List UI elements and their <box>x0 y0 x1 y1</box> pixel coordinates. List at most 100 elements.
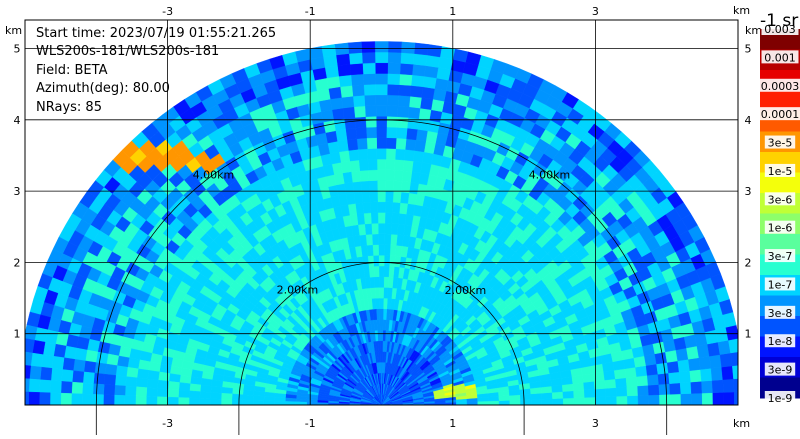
ray-gate <box>731 351 743 366</box>
ray-gate <box>321 44 336 57</box>
ray-gate <box>232 400 243 406</box>
ray-gate <box>379 266 384 277</box>
ray-gate <box>344 118 356 130</box>
ray-gate <box>411 172 421 184</box>
ray-gate <box>638 395 649 405</box>
ray-gate <box>389 256 395 267</box>
ray-gate <box>96 352 108 364</box>
ray-gate <box>617 396 628 405</box>
ray-gate <box>584 389 595 397</box>
ray-gate <box>427 44 442 57</box>
ray-gate <box>377 138 387 149</box>
ray-gate <box>157 397 168 405</box>
ray-gate <box>378 202 386 213</box>
instrument-text: WLS200s-181/WLS200s-181 <box>36 43 276 61</box>
x-tick-label-bottom: -1 <box>305 417 316 430</box>
ray-gate <box>563 391 574 399</box>
ray-gate <box>595 388 606 397</box>
ray-gate <box>189 391 200 399</box>
ray-gate <box>388 63 401 74</box>
ray-gate <box>232 394 243 400</box>
ray-gate <box>61 381 72 393</box>
ray-gate <box>361 42 375 53</box>
ray-gate <box>351 74 364 86</box>
ray-gate <box>369 170 378 181</box>
ray-gate <box>635 366 647 377</box>
ray-gate <box>426 131 438 143</box>
ray-gate <box>379 255 385 266</box>
ray-gate <box>646 364 658 375</box>
field-text: Field: BETA <box>36 62 276 80</box>
ray-gate <box>364 95 376 106</box>
ray-gate <box>371 223 378 234</box>
ray-gate <box>573 383 584 391</box>
ray-gate <box>510 400 521 405</box>
ray-gate <box>136 387 147 397</box>
ray-gate <box>393 191 401 202</box>
ray-gate <box>531 399 542 405</box>
colorbar-tick-label: 0.0003 <box>761 80 800 93</box>
ray-gate <box>542 399 553 405</box>
ray-gate <box>31 353 43 367</box>
ray-gate <box>275 397 286 401</box>
ray-gate <box>422 87 435 99</box>
ray-gate <box>691 393 702 405</box>
ray-gate <box>364 84 376 95</box>
range-ring-label: 2.00km <box>277 284 319 297</box>
ray-gate <box>647 374 659 385</box>
ray-gate <box>614 369 626 379</box>
ray-gate <box>126 367 138 378</box>
start-time-text: Start time: 2023/07/19 01:55:21.265 <box>36 25 276 43</box>
y-tick-label-right: 4 <box>745 114 752 127</box>
ray-gate <box>72 382 83 394</box>
ray-gate <box>114 385 125 395</box>
ray-gate <box>699 356 711 369</box>
ray-gate <box>378 213 385 224</box>
ray-gate <box>367 148 377 159</box>
ray-gate <box>420 98 433 110</box>
ray-gate <box>379 277 384 288</box>
ray-gate <box>713 392 724 405</box>
ray-gate <box>377 181 385 192</box>
ray-gate <box>243 395 254 401</box>
ray-gate <box>29 379 40 393</box>
ray-gate <box>387 95 399 106</box>
ray-gate <box>103 395 114 405</box>
ray-gate <box>221 399 232 405</box>
ray-gate <box>594 380 605 389</box>
ray-gate <box>385 202 393 213</box>
ray-gate <box>357 138 368 149</box>
ray-gate <box>679 371 691 383</box>
ray-gate <box>93 384 104 395</box>
ray-gate <box>387 106 398 117</box>
ray-gate <box>370 191 378 202</box>
ray-gate <box>63 358 75 371</box>
colorbar-tick-label: 3e-5 <box>768 137 793 150</box>
x-axis-unit-top: km <box>733 4 750 17</box>
ray-gate <box>375 42 388 53</box>
ray-gate <box>606 388 617 397</box>
ray-gate <box>93 394 104 405</box>
ray-gate <box>342 96 354 108</box>
ray-gate <box>337 64 351 76</box>
x-tick-label-bottom: 3 <box>592 417 599 430</box>
ray-gate <box>383 330 386 341</box>
ray-gate <box>85 350 97 363</box>
ray-gate <box>285 398 296 402</box>
range-ring-label: 4.00km <box>529 169 571 182</box>
ray-gate <box>222 387 233 394</box>
ray-gate <box>553 398 564 405</box>
range-ring-extension <box>96 405 666 435</box>
ray-gate <box>416 129 428 141</box>
y-tick-label-left: 2 <box>14 256 21 269</box>
ray-gate <box>348 42 362 54</box>
ray-gate <box>380 320 383 331</box>
ray-gate <box>388 52 401 63</box>
ray-gate <box>384 287 389 298</box>
ray-gate <box>190 384 201 392</box>
ray-gate <box>378 223 385 234</box>
ray-gate <box>200 392 211 399</box>
ray-gate <box>52 356 64 369</box>
scan-info-panel: Start time: 2023/07/19 01:55:21.265 WLS2… <box>36 25 276 117</box>
